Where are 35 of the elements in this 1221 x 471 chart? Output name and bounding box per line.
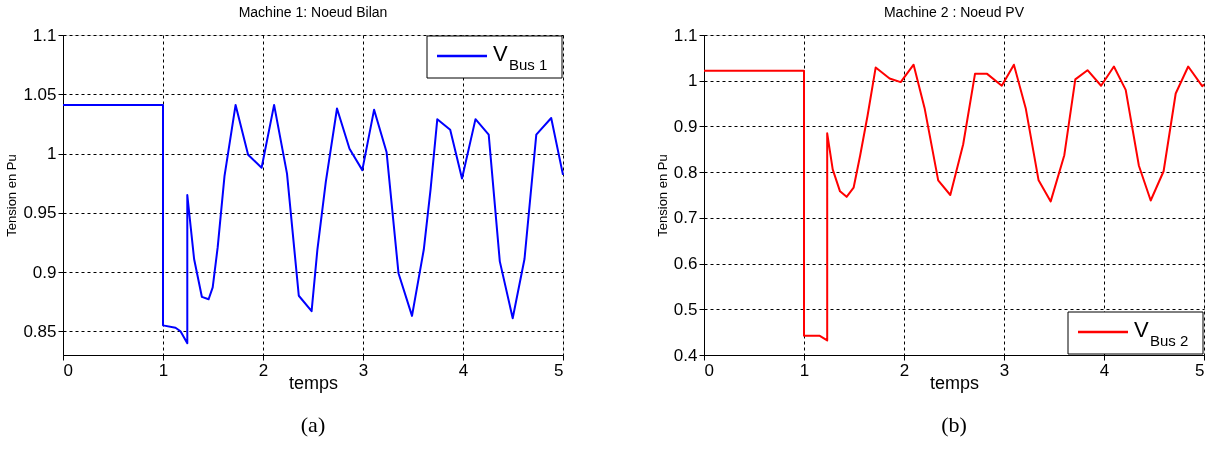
- y-tick-label: 0.9: [673, 116, 698, 136]
- y-tick-label: 1.05: [23, 84, 57, 104]
- y-axis-title: Tension en Pu: [4, 154, 20, 237]
- x-tick-label: 1: [799, 360, 810, 380]
- x-tick-label: 4: [458, 360, 469, 380]
- y-tick-label: 0.85: [23, 321, 57, 341]
- x-tick-label: 0: [63, 360, 73, 380]
- y-tick-label: 1.1: [673, 25, 698, 45]
- y-tick-label: 0.5: [673, 299, 698, 319]
- chart-title: Machine 2 : Noeud PV: [883, 4, 1025, 20]
- x-tick-label: 3: [358, 360, 369, 380]
- y-tick-label: 0.95: [23, 203, 57, 223]
- x-tick-label: 3: [999, 360, 1010, 380]
- chart-title: Machine 1: Noeud Bilan: [238, 4, 388, 20]
- y-tick-label: 0.9: [32, 262, 57, 282]
- y-tick-label: 1: [688, 71, 698, 91]
- x-tick-label: 4: [1099, 360, 1110, 380]
- y-tick-label: 1: [47, 144, 57, 164]
- x-tick-label: 2: [899, 360, 910, 380]
- x-tick-label: 5: [554, 360, 564, 380]
- x-tick-label: 1: [158, 360, 169, 380]
- x-tick-label: 0: [704, 360, 714, 380]
- x-axis-title: temps: [288, 372, 339, 393]
- text: (a): [300, 412, 326, 437]
- y-tick-label: 0.6: [673, 254, 698, 274]
- x-tick-label: 2: [258, 360, 269, 380]
- x-tick-label: 5: [1195, 360, 1205, 380]
- y-tick-label: 1.1: [32, 25, 57, 45]
- y-tick-label: 0.4: [673, 345, 698, 365]
- y-axis-title: Tension en Pu: [654, 154, 670, 237]
- y-tick-label: 0.7: [673, 208, 698, 228]
- line-series: [62, 103, 564, 345]
- x-axis-title: temps: [929, 372, 980, 393]
- y-tick-label: 0.8: [673, 162, 698, 182]
- text: (b): [941, 412, 967, 437]
